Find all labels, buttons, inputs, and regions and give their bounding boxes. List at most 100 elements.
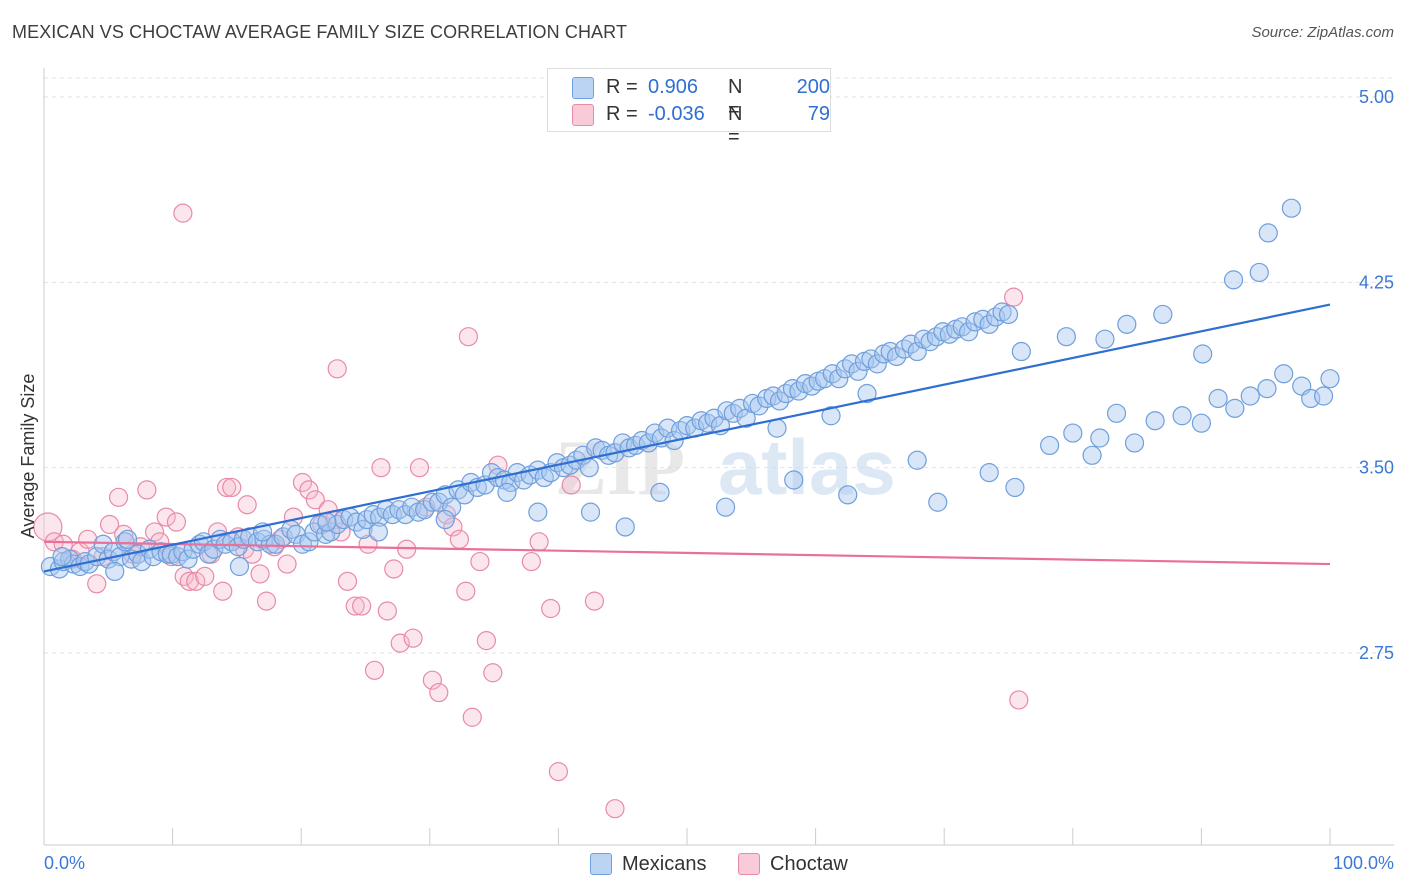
legend-n-value-mexicans: 200 <box>796 76 830 98</box>
mexicans-points <box>40 198 1340 582</box>
choctaw-point <box>87 574 107 594</box>
choctaw-point <box>409 458 430 478</box>
choctaw-point <box>584 591 605 611</box>
mexicans-point <box>1249 262 1269 283</box>
legend-n-value-choctaw: 79 <box>807 103 830 125</box>
mexicans-point <box>93 534 113 554</box>
mexicans-point <box>928 492 948 512</box>
bottom-legend-swatch-mexicans <box>590 853 612 875</box>
choctaw-point <box>364 660 385 680</box>
mexicans-point <box>901 334 921 354</box>
mexicans-point <box>861 349 881 369</box>
mexicans-point <box>838 485 858 505</box>
choctaw-point <box>470 551 490 572</box>
choctaw-point <box>422 670 442 690</box>
mexicans-point <box>907 450 927 470</box>
choctaw-point <box>1009 690 1029 710</box>
choctaw-point <box>327 359 347 379</box>
mexicans-point <box>723 403 743 423</box>
choctaw-point <box>237 495 257 515</box>
mexicans-point <box>615 517 635 537</box>
choctaw-point <box>345 596 365 616</box>
y-tick-label: 4.25 <box>1359 272 1394 292</box>
mexicans-point <box>1040 435 1060 456</box>
y-axis-tick-labels: 2.75 3.50 4.25 5.00 <box>1359 87 1394 663</box>
legend-r-label: R = <box>606 76 638 98</box>
y-tick-label: 3.50 <box>1359 458 1394 478</box>
mexicans-trend-line <box>43 303 1331 573</box>
mexicans-point <box>229 556 250 577</box>
mexicans-point <box>907 341 927 362</box>
mexicans-point <box>677 416 697 436</box>
choctaw-point <box>605 799 625 819</box>
mexicans-point <box>1172 406 1192 426</box>
choctaw-point <box>403 628 423 648</box>
source-label: Source: ZipAtlas.com <box>1251 24 1394 41</box>
mexicans-point <box>1011 341 1031 362</box>
mexicans-point <box>965 312 985 332</box>
mexicans-point <box>528 502 548 522</box>
watermark-zip: ZIP <box>555 424 685 511</box>
choctaw-point <box>390 633 410 653</box>
mexicans-point <box>105 561 125 582</box>
mexicans-point <box>435 509 455 530</box>
choctaw-point <box>137 480 157 500</box>
legend-n-label: N = <box>728 103 743 148</box>
mexicans-point <box>1281 198 1302 218</box>
choctaw-point <box>371 458 391 478</box>
mexicans-point <box>1063 423 1083 443</box>
choctaw-point <box>521 551 541 572</box>
y-tick-label: 5.00 <box>1359 87 1394 107</box>
mexicans-point <box>769 391 790 411</box>
mexicans-point <box>1225 398 1245 418</box>
legend-r-value-choctaw: -0.036 <box>648 103 705 125</box>
mexicans-point <box>429 492 449 512</box>
y-axis-label: Average Family Size <box>18 374 38 539</box>
mexicans-point <box>998 304 1019 325</box>
mexicans-point <box>353 519 373 540</box>
mexicans-point <box>1274 364 1294 384</box>
mexicans-point <box>715 497 736 517</box>
choctaw-point <box>292 472 313 493</box>
mexicans-point <box>920 332 940 352</box>
choctaw-point <box>195 566 215 586</box>
mexicans-point <box>959 322 979 342</box>
choctaw-point <box>529 532 549 552</box>
mexicans-point <box>1313 386 1334 406</box>
mexicans-point <box>435 485 455 505</box>
mexicans-point <box>1191 413 1212 433</box>
choctaw-point <box>561 475 581 495</box>
mexicans-point <box>115 532 135 552</box>
mexicans-point <box>368 522 388 542</box>
choctaw-point <box>476 631 496 651</box>
choctaw-point <box>108 487 129 507</box>
correlation-legend: R = 0.906 N = 200 R = -0.036 N = 79 <box>547 68 831 148</box>
choctaw-point <box>456 581 476 601</box>
mexicans-point <box>1090 428 1110 448</box>
choctaw-point <box>443 517 463 537</box>
mexicans-point <box>829 369 849 389</box>
y-tick-label: 2.75 <box>1359 643 1394 663</box>
choctaw-point <box>548 762 569 782</box>
mexicans-point <box>1145 411 1165 431</box>
mexicans-point <box>749 396 769 416</box>
mexicans-point <box>1258 223 1278 243</box>
mexicans-point <box>880 341 900 362</box>
choctaw-point <box>299 480 319 500</box>
choctaw-point <box>337 571 358 591</box>
mexicans-point <box>789 381 809 401</box>
mexicans-point <box>265 534 286 554</box>
mexicans-point <box>979 463 999 483</box>
choctaw-point <box>213 581 233 601</box>
mexicans-point <box>321 522 341 542</box>
mexicans-point <box>730 398 750 418</box>
mexicans-point <box>1095 329 1115 349</box>
mexicans-point <box>497 482 517 502</box>
mexicans-point <box>784 470 804 490</box>
mexicans-point <box>887 346 907 367</box>
mexicans-point <box>178 549 198 569</box>
choctaw-point <box>384 559 404 579</box>
mexicans-point <box>650 482 670 502</box>
legend-n-label: N = <box>728 76 743 121</box>
